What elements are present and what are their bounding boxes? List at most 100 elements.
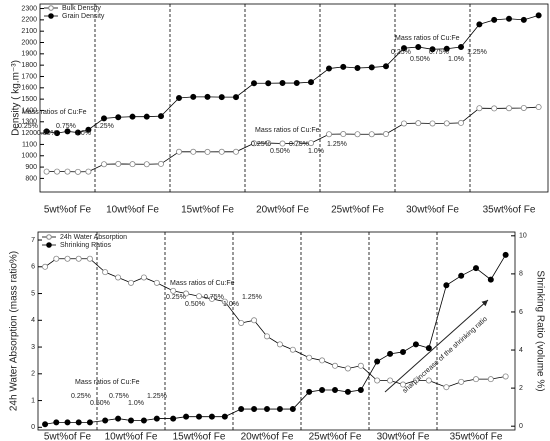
data-point [74,129,81,136]
data-point [251,317,258,324]
y-tick-label: 1200 [21,130,37,137]
data-point [535,104,542,111]
data-point [218,94,225,101]
data-point [276,341,283,348]
ratio-label: 1.0% [308,148,324,155]
ratio-label: 0.25% [166,294,186,301]
group-label: 30wt%of Fe [406,205,459,216]
data-point [399,381,406,388]
data-point [263,333,270,340]
ratio-label: 1.25% [94,123,114,130]
data-point [64,128,71,135]
data-point [382,131,389,138]
data-point [472,265,479,272]
y-tick-label: 1 [31,397,35,404]
data-point [425,377,432,384]
data-point [75,255,82,262]
data-point [221,298,228,305]
legend-label: Grain Density [62,13,105,20]
data-point [319,357,326,364]
data-point [102,269,109,276]
data-point [429,120,436,127]
y2-tick-label: 2 [519,385,523,392]
data-point [43,128,50,135]
y-axis-label: Density ( kg.m⁻³) [11,60,22,136]
y2-tick-label: 4 [519,347,523,354]
data-point [415,120,422,127]
ratio-label: 0.25% [71,393,91,400]
y-tick-label: 1500 [21,96,37,103]
data-point [102,417,109,424]
legend-marker [48,13,54,19]
data-point [115,160,122,167]
group-label: 10wt%of Fe [105,432,158,441]
data-point [175,95,182,102]
data-point [491,16,498,23]
y-tick-label: 2200 [21,17,37,24]
data-point [127,279,134,286]
data-point [129,161,136,168]
data-point [344,365,351,372]
data-point [140,417,147,424]
data-point [208,295,215,302]
ratio-label: 0.50% [270,148,290,155]
data-point [204,93,211,100]
data-point [487,276,494,283]
data-point [344,388,351,395]
data-point [232,148,239,155]
data-point [86,419,93,426]
data-point [221,413,228,420]
data-point [43,168,50,175]
arrow [384,299,489,393]
ratio-label: 0.75% [109,393,129,400]
data-point [306,354,313,361]
annotation: Mass ratios of Cu:Fe [75,379,140,386]
ratio-label: 0.75% [289,141,309,148]
y-tick-label: 4 [31,317,35,324]
plot-frame [37,231,516,431]
data-point [306,388,313,395]
data-point [54,168,61,175]
data-point [319,387,326,394]
data-point [289,346,296,353]
data-point [195,413,202,420]
data-point [157,113,164,120]
data-point [250,80,257,87]
data-point [457,119,464,126]
annotation: Mass ratios of Cu:Fe [395,35,460,42]
data-point [325,65,332,72]
data-point [374,358,381,365]
ratio-label: 0.75% [429,49,449,56]
data-point [505,15,512,22]
data-point [458,378,465,385]
data-point [357,387,364,394]
ratio-label: 1.25% [327,141,347,148]
data-point [129,113,136,120]
y-tick-label: 3 [31,344,35,351]
data-point [340,131,347,138]
data-point [331,387,338,394]
data-point [293,140,300,147]
data-point [505,105,512,112]
group-label: 25wt%of Fe [309,432,362,441]
data-point [157,160,164,167]
ratio-label: 0.75% [56,123,76,130]
data-point [250,140,257,147]
y2-tick-label: 0 [519,423,523,430]
data-point [64,419,71,426]
ratio-label: 1.25% [242,294,262,301]
legend-label: Shrinking Ratios [60,242,111,249]
ratio-label: 1.25% [467,49,487,56]
group-label: 10wt%of Fe [106,205,159,216]
data-point [53,419,60,426]
data-point [357,362,364,369]
ratio-label: 1.0% [75,130,91,137]
data-point [374,377,381,384]
y-tick-label: 2100 [21,28,37,35]
y-tick-label: 1300 [21,119,37,126]
group-label: 15wt%of Fe [181,205,234,216]
legend-marker [46,242,52,248]
y2-tick-label: 6 [519,309,523,316]
plot-frame [39,3,549,193]
